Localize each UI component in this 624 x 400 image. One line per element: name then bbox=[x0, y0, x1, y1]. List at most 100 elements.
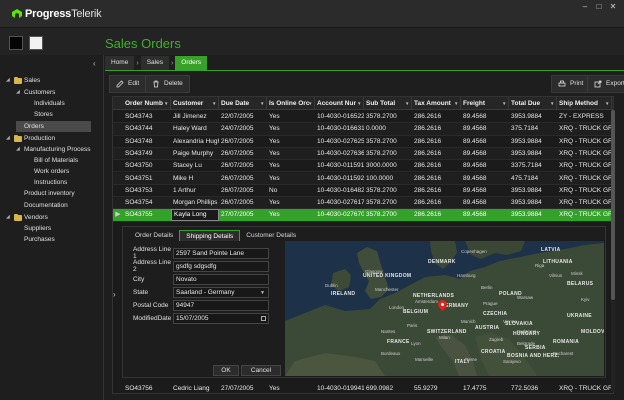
ok-button[interactable]: OK bbox=[213, 365, 239, 376]
table-cell[interactable]: 286.2616 bbox=[414, 186, 442, 194]
filter-icon[interactable]: ▼ bbox=[164, 101, 169, 106]
table-cell[interactable]: 26/07/2005 bbox=[221, 149, 254, 157]
table-cell[interactable]: SO43751 bbox=[125, 174, 153, 182]
table-row[interactable]: SO43755 Kayla Long 27/07/2005 Yes 10-4030-02… bbox=[113, 209, 613, 222]
expand-triangle-icon[interactable]: ◢ bbox=[6, 214, 10, 220]
table-cell[interactable]: 10-4030-027636 bbox=[317, 149, 364, 157]
table-cell[interactable]: SO43754 bbox=[125, 199, 153, 207]
table-cell[interactable]: 10-4030-027625 bbox=[317, 137, 364, 145]
sidebar-item[interactable]: ◢ Manufacturing Process bbox=[16, 144, 90, 155]
table-cell[interactable]: 26/07/2005 bbox=[221, 186, 254, 194]
table-cell[interactable]: SO43748 bbox=[125, 137, 153, 145]
table-cell[interactable]: XRQ - TRUCK GR bbox=[559, 211, 612, 219]
close-icon[interactable]: ✕ bbox=[609, 2, 617, 11]
column-header[interactable]: Customer bbox=[171, 97, 219, 110]
column-header[interactable]: Ship Method bbox=[557, 97, 612, 110]
table-cell[interactable]: Alexandria Hughe bbox=[173, 137, 219, 145]
table-row[interactable]: SO43744 Haley Ward 24/07/2005 Yes 10-4030-01… bbox=[113, 123, 613, 136]
table-cell[interactable]: 699.0982 bbox=[366, 385, 394, 392]
table-cell[interactable]: 3578.2700 bbox=[366, 137, 397, 145]
table-cell[interactable]: 286.2616 bbox=[414, 113, 442, 120]
table-cell[interactable]: 10-4030-016522 bbox=[317, 113, 364, 120]
table-cell[interactable]: 100.0000 bbox=[366, 174, 394, 182]
table-cell[interactable]: 286.2616 bbox=[414, 137, 442, 145]
delete-button[interactable]: Delete bbox=[145, 75, 190, 93]
table-row[interactable]: SO43756 Cedric Liang 27/07/2005 Yes 10-4030-… bbox=[113, 383, 613, 393]
column-header[interactable]: Is Online Orc bbox=[267, 97, 315, 110]
table-cell[interactable]: 10-4030-016482 bbox=[317, 186, 364, 194]
table-cell[interactable]: 3953.9884 bbox=[511, 113, 542, 120]
filter-icon[interactable]: ▼ bbox=[357, 101, 362, 106]
shipping-map[interactable]: DENMARK UNITED KINGDOM IRELAND NETHERLANDS B… bbox=[285, 241, 604, 376]
table-cell[interactable]: 772.5036 bbox=[511, 385, 539, 392]
table-cell[interactable]: Jill Jimenez bbox=[173, 113, 207, 120]
table-cell[interactable]: 286.2616 bbox=[414, 162, 442, 170]
table-cell[interactable]: SO43755 bbox=[125, 211, 153, 219]
table-cell[interactable]: 286.2616 bbox=[414, 125, 442, 133]
table-cell[interactable]: 3578.2700 bbox=[366, 211, 397, 219]
sidebar-item[interactable]: Individuals bbox=[26, 98, 65, 109]
expand-triangle-icon[interactable]: ◢ bbox=[16, 146, 20, 152]
table-cell[interactable]: 10-4030-011592 bbox=[317, 174, 364, 182]
expand-triangle-icon[interactable]: ◢ bbox=[16, 89, 20, 95]
table-cell[interactable]: 89.4568 bbox=[463, 186, 487, 194]
table-row[interactable]: SO43750 Stacey Lu 26/07/2005 Yes 10-4030-011… bbox=[113, 160, 613, 173]
table-cell[interactable]: SO43750 bbox=[125, 162, 153, 170]
column-header[interactable]: Due Date bbox=[219, 97, 267, 110]
table-row[interactable]: SO43751 Mike H 26/07/2005 Yes 10-4030-011592… bbox=[113, 172, 613, 185]
table-row[interactable]: SO43743 Jill Jimenez 22/07/2005 Yes 10-4030-… bbox=[113, 111, 613, 124]
table-cell[interactable]: 89.4568 bbox=[463, 211, 487, 219]
table-cell[interactable]: 1 Arthur bbox=[173, 186, 196, 194]
table-cell[interactable]: 89.4568 bbox=[463, 162, 487, 170]
field-input[interactable]: gsdfg sdgsdfg bbox=[173, 260, 269, 272]
table-cell[interactable]: 89.4568 bbox=[463, 137, 487, 145]
filter-icon[interactable]: ▼ bbox=[550, 101, 555, 106]
table-cell[interactable]: XRQ - TRUCK GR bbox=[559, 199, 612, 207]
column-header[interactable]: Tax Amount bbox=[412, 97, 461, 110]
table-cell[interactable]: 89.4568 bbox=[463, 174, 487, 182]
breadcrumb-home[interactable]: Home bbox=[105, 56, 135, 70]
scrollbar-thumb[interactable] bbox=[611, 110, 615, 300]
table-cell[interactable]: 286.2616 bbox=[414, 199, 442, 207]
filter-icon[interactable]: ▼ bbox=[502, 101, 507, 106]
sidebar-item[interactable]: Bill of Materials bbox=[26, 155, 78, 166]
table-row[interactable]: SO43754 Morgan Phillips 26/07/2005 Yes 10-40… bbox=[113, 197, 613, 210]
table-cell[interactable]: 375.7184 bbox=[511, 125, 539, 133]
sidebar-item[interactable]: ◢ Production bbox=[6, 133, 55, 144]
table-cell[interactable]: 89.4568 bbox=[463, 149, 487, 157]
table-cell[interactable]: SO43744 bbox=[125, 125, 153, 133]
table-cell[interactable]: Yes bbox=[269, 199, 280, 207]
theme-swatch-dark[interactable] bbox=[9, 36, 23, 50]
table-cell[interactable]: 89.4568 bbox=[463, 125, 487, 133]
sidebar-item[interactable]: Documentation bbox=[16, 200, 68, 211]
table-cell[interactable]: 286.2616 bbox=[414, 174, 442, 182]
field-input[interactable]: Novato bbox=[173, 273, 269, 285]
table-cell[interactable]: 22/07/2005 bbox=[221, 113, 254, 120]
table-cell[interactable]: 10-4030-019941 bbox=[317, 385, 364, 392]
grid-scrollbar[interactable] bbox=[611, 110, 615, 392]
table-cell[interactable]: 10-4030-027670 bbox=[317, 211, 364, 219]
field-input[interactable]: 2597 Sand Pointe Lane bbox=[173, 247, 269, 259]
table-cell[interactable]: 3578.2700 bbox=[366, 199, 397, 207]
sidebar-item[interactable]: Stores bbox=[26, 109, 53, 120]
table-cell[interactable]: SO43743 bbox=[125, 113, 153, 120]
filter-icon[interactable]: ▼ bbox=[260, 101, 265, 106]
table-cell[interactable]: 286.2616 bbox=[414, 149, 442, 157]
table-cell[interactable]: XRQ - TRUCK GR bbox=[559, 174, 612, 182]
table-cell[interactable]: 27/07/2005 bbox=[221, 385, 254, 392]
column-header[interactable]: Total Due bbox=[509, 97, 557, 110]
tab-shipping-details[interactable]: Shipping Details bbox=[179, 230, 241, 241]
table-cell[interactable]: SO43749 bbox=[125, 149, 153, 157]
table-cell[interactable]: XRQ - TRUCK GR bbox=[559, 186, 612, 194]
table-cell[interactable]: Yes bbox=[269, 211, 280, 219]
sidebar-item[interactable]: Purchases bbox=[16, 234, 55, 245]
field-input[interactable]: 94947 bbox=[173, 299, 269, 311]
sidebar-item[interactable]: ◢ Customers bbox=[16, 87, 55, 98]
breadcrumb-orders[interactable]: Orders bbox=[175, 56, 208, 70]
expand-triangle-icon[interactable]: ◢ bbox=[6, 77, 10, 83]
table-cell[interactable]: 55.9279 bbox=[414, 385, 438, 392]
table-cell[interactable]: 10-4030-016631 bbox=[317, 125, 364, 133]
table-cell[interactable]: Kayla Long bbox=[171, 209, 219, 222]
table-cell[interactable]: Yes bbox=[269, 137, 280, 145]
table-cell[interactable]: 10-4030-011591 bbox=[317, 162, 364, 170]
